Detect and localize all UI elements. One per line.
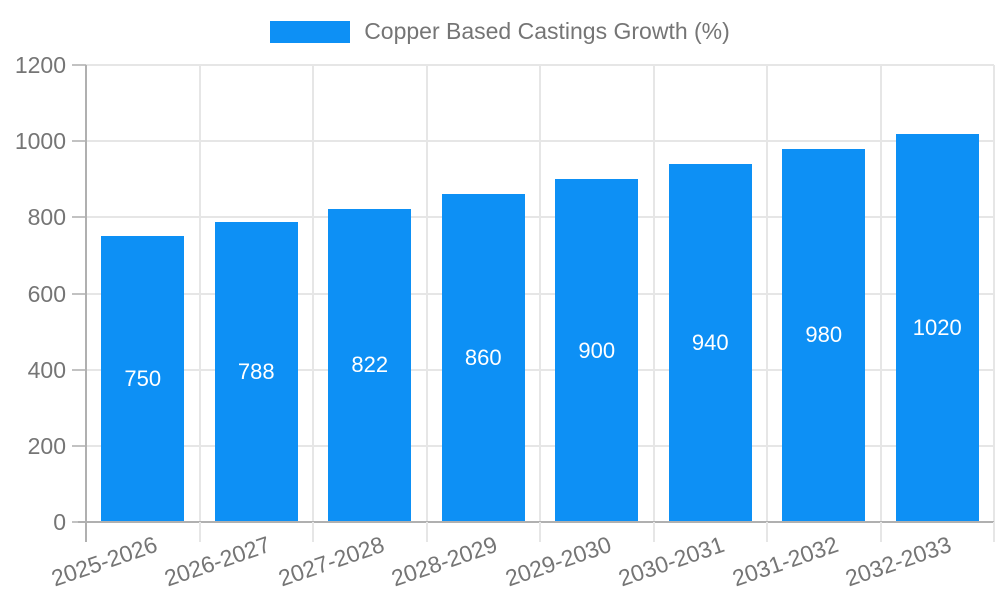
x-axis-tick: [539, 522, 541, 542]
legend[interactable]: Copper Based Castings Growth (%): [0, 18, 1000, 45]
y-axis-tick: [72, 292, 86, 295]
gridline-vertical: [766, 65, 768, 522]
x-axis-tick-label: 2026-2027: [161, 531, 274, 592]
gridline-vertical: [198, 65, 201, 522]
bar[interactable]: 900: [555, 179, 639, 522]
y-axis-tick-label: 1000: [14, 128, 66, 155]
bar-value-label: 788: [237, 358, 275, 384]
gridline-vertical: [652, 65, 655, 522]
bar-value-label: 900: [578, 337, 616, 363]
bar-value-label: 750: [124, 366, 162, 392]
x-axis-tick: [198, 522, 201, 542]
bar-value-label: 860: [464, 345, 502, 371]
y-axis-line: [85, 65, 87, 542]
bar-value-label: 980: [805, 322, 843, 348]
y-axis-tick-label: 400: [27, 356, 66, 383]
gridline-vertical: [539, 65, 541, 522]
y-axis-tick-label: 0: [53, 509, 66, 535]
gridline-vertical: [425, 65, 428, 522]
y-axis-tick: [72, 444, 86, 447]
bar[interactable]: 750: [101, 236, 185, 522]
x-axis-tick-label: 2025-2026: [47, 531, 161, 592]
gridline-vertical: [312, 65, 314, 522]
y-axis-tick-label: 1200: [14, 52, 66, 78]
legend-label: Copper Based Castings Growth (%): [364, 18, 730, 44]
x-axis-tick-label: 2030-2031: [615, 531, 728, 592]
bar[interactable]: 940: [668, 164, 752, 522]
x-axis-tick-label: 2027-2028: [274, 531, 388, 592]
y-axis-tick: [72, 368, 86, 371]
y-axis-tick-label: 800: [27, 204, 66, 231]
bar[interactable]: 860: [441, 194, 525, 522]
y-axis-tick: [72, 64, 86, 66]
x-axis-line: [78, 521, 994, 523]
gridline-vertical: [993, 65, 995, 522]
legend-swatch: [270, 20, 351, 43]
x-axis-tick-label: 2029-2030: [501, 531, 615, 592]
y-axis-tick-label: 200: [27, 432, 66, 459]
x-axis-tick: [312, 522, 314, 542]
x-axis-tick: [993, 522, 995, 542]
x-axis-tick: [652, 522, 655, 542]
x-axis-tick: [425, 522, 428, 542]
x-axis-tick-label: 2031-2032: [728, 531, 842, 592]
bar[interactable]: 822: [328, 208, 412, 522]
bar[interactable]: 1020: [895, 133, 979, 522]
x-axis-tick-label: 2028-2029: [388, 531, 501, 592]
gridline-vertical: [879, 65, 882, 522]
bar[interactable]: 788: [214, 221, 298, 522]
bar-value-label: 940: [691, 330, 729, 355]
y-axis-tick: [72, 140, 86, 143]
bar-value-label: 822: [351, 352, 389, 378]
x-axis-tick: [766, 522, 768, 542]
bar[interactable]: 980: [782, 148, 866, 522]
x-axis-tick-label: 2032-2033: [842, 531, 955, 592]
y-axis-tick-label: 600: [27, 280, 66, 307]
bar-value-label: 1020: [912, 314, 962, 340]
y-axis-tick: [72, 216, 86, 219]
x-axis-tick: [879, 522, 882, 542]
